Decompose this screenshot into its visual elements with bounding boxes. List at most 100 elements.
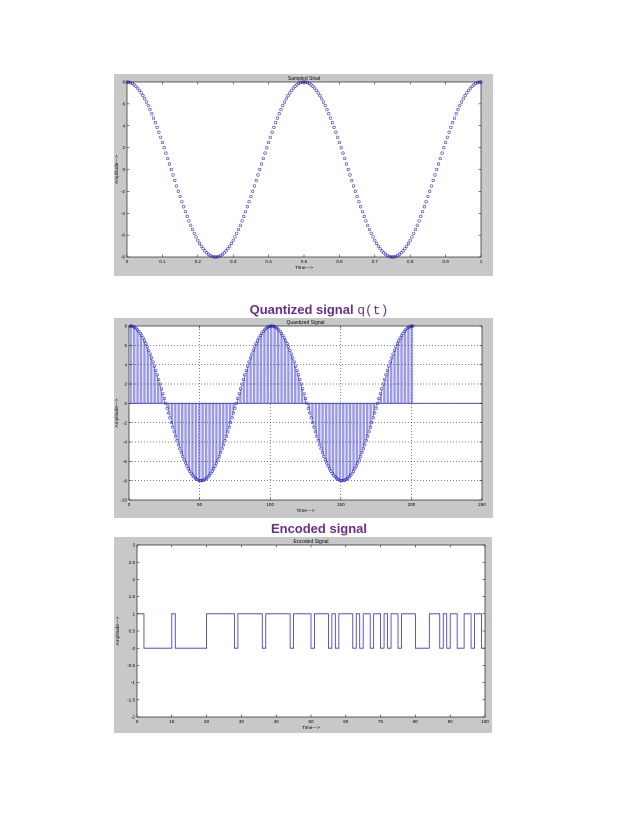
sample-point bbox=[403, 247, 407, 251]
sample-point bbox=[182, 205, 186, 209]
quantized-signal-figure: 0 50 100 150 200 250 -10 -8 -6 -4 -2 0 2 4 6 8 Quantized… bbox=[114, 318, 493, 518]
sample-point bbox=[141, 94, 145, 98]
sample-point bbox=[314, 88, 318, 92]
stem-marker bbox=[223, 439, 227, 443]
y-axis-label: Amplitude---> bbox=[114, 155, 120, 184]
stem-marker bbox=[144, 342, 148, 346]
stem-marker bbox=[151, 360, 155, 364]
sample-point bbox=[332, 125, 336, 129]
sample-point bbox=[364, 219, 368, 223]
sample-point bbox=[320, 97, 324, 101]
stem-marker bbox=[373, 411, 377, 415]
sample-point bbox=[252, 184, 257, 188]
sample-point bbox=[394, 254, 398, 258]
sample-point bbox=[406, 241, 411, 245]
y-tick-label: -4 bbox=[123, 440, 128, 445]
sample-point bbox=[282, 100, 287, 104]
sample-point bbox=[350, 178, 354, 183]
y-axis-label: Amplitude---> bbox=[114, 398, 120, 427]
x-axis-label: Time---> bbox=[302, 725, 320, 731]
stem-marker bbox=[370, 420, 374, 425]
y-tick-label: 0 bbox=[124, 401, 127, 406]
x-tick-label: 10 bbox=[169, 719, 175, 724]
stem-marker bbox=[279, 331, 284, 335]
sample-point bbox=[274, 121, 278, 125]
sample-point bbox=[173, 178, 177, 183]
stem-marker bbox=[354, 464, 358, 468]
stem-marker bbox=[302, 392, 306, 396]
sample-point bbox=[428, 189, 432, 193]
sample-point bbox=[263, 151, 267, 155]
sample-point bbox=[458, 104, 462, 108]
y-tick-label: -10 bbox=[120, 498, 127, 503]
encoded-signal-chart: 0 10 20 30 40 50 60 70 80 90 100 -2 -1.5 -1 -0.5 0 0.5 1 1… bbox=[115, 539, 489, 731]
stem-marker bbox=[219, 451, 223, 455]
sample-point bbox=[291, 86, 295, 90]
x-tick-label: 200 bbox=[408, 502, 416, 507]
sample-point bbox=[231, 238, 235, 242]
sample-point bbox=[355, 194, 359, 199]
sample-point bbox=[359, 205, 363, 209]
stem-marker bbox=[230, 416, 234, 420]
sample-point bbox=[465, 91, 469, 95]
stem-marker bbox=[220, 447, 224, 451]
sample-point bbox=[382, 251, 386, 255]
stem-marker bbox=[141, 336, 145, 340]
stem-marker bbox=[294, 364, 298, 368]
sample-point bbox=[203, 249, 207, 253]
stem-marker bbox=[303, 396, 308, 401]
sample-point bbox=[199, 244, 203, 248]
x-tick-label: 90 bbox=[448, 719, 454, 724]
stem-marker bbox=[148, 352, 152, 356]
sample-point bbox=[415, 223, 419, 227]
sample-point bbox=[249, 194, 253, 199]
sample-point bbox=[401, 249, 405, 253]
sample-point bbox=[281, 104, 285, 108]
sample-point bbox=[334, 130, 338, 134]
encoded-signal-figure: 0 10 20 30 40 50 60 70 80 90 100 -2 -1.5 -1 -0.5 0 0.5 1 1… bbox=[114, 537, 492, 733]
sample-point bbox=[167, 162, 172, 166]
sample-point bbox=[288, 91, 292, 95]
sample-point bbox=[405, 244, 409, 248]
sample-point bbox=[311, 84, 315, 88]
stem-marker bbox=[363, 443, 367, 447]
stem-marker bbox=[212, 467, 216, 471]
stem-marker bbox=[213, 464, 217, 468]
x-tick-label: 0.1 bbox=[159, 259, 166, 264]
sample-point bbox=[137, 88, 141, 92]
sample-point bbox=[238, 223, 242, 227]
sample-point bbox=[456, 108, 460, 112]
sample-point bbox=[194, 235, 198, 239]
sample-point bbox=[134, 84, 138, 88]
plot-area bbox=[127, 82, 481, 257]
x-tick-label: 0 bbox=[128, 502, 131, 507]
sample-point bbox=[343, 156, 347, 161]
sample-point bbox=[144, 100, 149, 104]
stem-marker bbox=[210, 469, 214, 473]
y-tick-label: -2 bbox=[131, 715, 136, 720]
stem-marker bbox=[368, 425, 373, 429]
stem-marker bbox=[226, 430, 230, 434]
sample-point bbox=[270, 130, 274, 134]
stem-marker bbox=[358, 454, 363, 458]
y-tick-label: -6 bbox=[123, 459, 128, 464]
y-tick-label: 6 bbox=[124, 343, 127, 348]
sample-point bbox=[254, 178, 258, 183]
x-tick-label: 0.9 bbox=[442, 259, 449, 264]
stem-marker bbox=[289, 352, 293, 356]
sample-point bbox=[233, 235, 237, 239]
sample-point bbox=[433, 173, 437, 177]
sample-point bbox=[259, 162, 264, 166]
sample-point bbox=[139, 91, 143, 95]
sample-point bbox=[160, 140, 164, 145]
sample-point bbox=[157, 130, 161, 134]
sample-point bbox=[309, 83, 313, 87]
sample-point bbox=[371, 235, 375, 239]
chart-title: Encoded Signal bbox=[293, 539, 328, 545]
x-tick-label: 100 bbox=[481, 719, 489, 724]
sample-point bbox=[323, 104, 327, 108]
y-tick-label: 3 bbox=[132, 543, 135, 548]
x-tick-label: 0.7 bbox=[372, 259, 379, 264]
sample-point bbox=[325, 108, 329, 112]
stem-marker bbox=[366, 434, 370, 438]
